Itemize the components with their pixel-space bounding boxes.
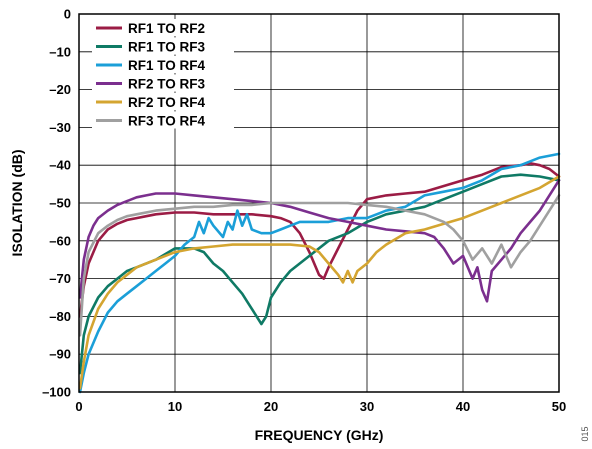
legend-label: RF3 TO RF4 [128, 114, 206, 129]
legend-entry-bg [92, 37, 234, 55]
legend-entry-bg [92, 19, 234, 36]
y-tick-label: –30 [49, 120, 71, 135]
legend-entry-bg [92, 111, 234, 129]
legend: RF1 TO RF2 RF1 TO RF3 RF1 TO RF4 RF2 TO RF3… [92, 19, 234, 129]
series-line-6 [78, 194, 561, 337]
x-tick-label: 10 [168, 399, 182, 414]
figure-id: 015 [580, 426, 590, 441]
x-tick-labels: 0 10 20 30 40 50 [75, 399, 566, 414]
legend-label: RF1 TO RF2 [128, 21, 205, 36]
series-line-2 [78, 173, 561, 375]
x-axis-title: FREQUENCY (GHz) [255, 427, 384, 443]
y-tick-label: –70 [49, 271, 71, 286]
x-tick-label: 20 [264, 399, 278, 414]
legend-label: RF2 TO RF3 [128, 77, 206, 92]
y-tick-label: –90 [49, 347, 71, 362]
y-tick-label: –50 [49, 196, 71, 211]
series-line-5 [78, 175, 561, 390]
y-tick-label: 0 [64, 7, 71, 22]
legend-entry-bg [92, 74, 234, 92]
series-line-3 [78, 152, 561, 394]
legend-entry-bg [92, 56, 234, 73]
y-tick-labels: 0 –10 –20 –30 –40 –50 –60 –70 –80 –90 –100 [42, 7, 71, 400]
y-tick-label: –20 [49, 82, 71, 97]
x-tick-label: 50 [552, 399, 566, 414]
y-tick-label: –40 [49, 158, 71, 173]
legend-label: RF1 TO RF3 [128, 40, 206, 55]
x-tick-label: 40 [456, 399, 470, 414]
y-tick-label: –60 [49, 233, 71, 248]
series-line-4 [78, 179, 561, 303]
y-tick-label: –80 [49, 309, 71, 324]
plot-frame [78, 13, 560, 393]
series-line-1 [78, 162, 561, 318]
x-tick-label: 30 [360, 399, 374, 414]
legend-entry-bg [92, 93, 234, 110]
y-axis-title: ISOLATION (dB) [9, 149, 25, 256]
x-tick-label: 0 [75, 399, 82, 414]
y-tick-label: –100 [42, 385, 71, 400]
legend-label: RF2 TO RF4 [128, 95, 206, 110]
y-tick-label: –10 [49, 44, 71, 59]
series-lines [78, 152, 561, 394]
legend-label: RF1 TO RF4 [128, 58, 206, 73]
